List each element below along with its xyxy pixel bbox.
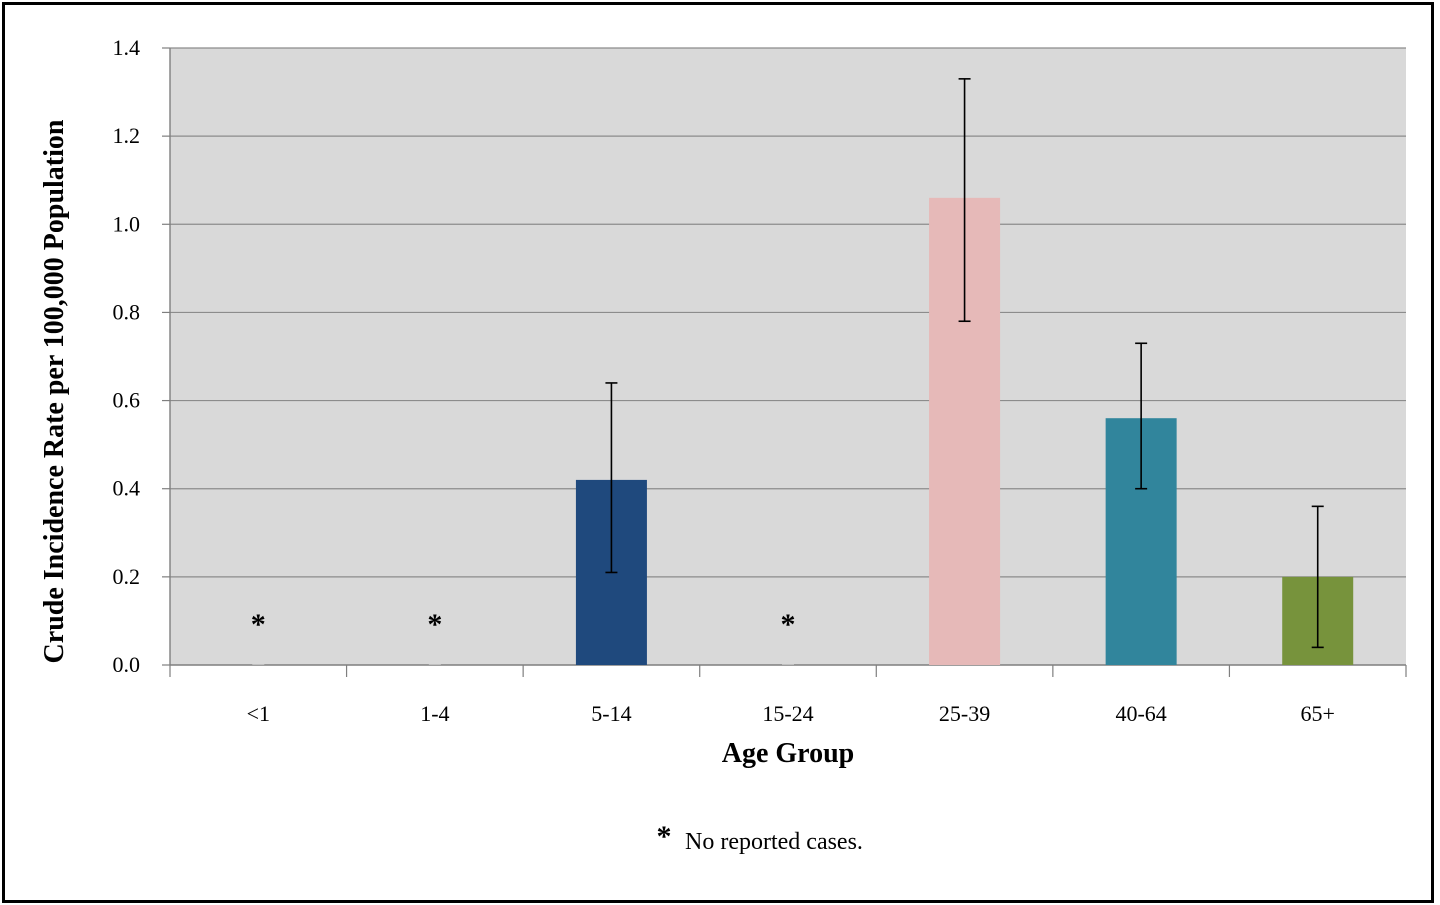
x-tick-label: 40-64 [1115, 701, 1166, 726]
x-tick-label: 1-4 [420, 701, 449, 726]
no-case-marker: * [427, 608, 442, 641]
y-tick-label: 0.0 [113, 652, 141, 677]
y-tick-label: 0.8 [113, 299, 141, 324]
x-tick-label: 25-39 [939, 701, 990, 726]
x-tick-label: 5-14 [591, 701, 631, 726]
y-axis-title: Crude Incidence Rate per 100,000 Populat… [39, 119, 70, 663]
no-case-marker: * [781, 608, 796, 641]
footnote-marker: * [657, 820, 672, 853]
plot-background [170, 48, 1406, 665]
footnote-text: No reported cases. [685, 829, 863, 855]
plot-area: 0.0 0.2 0.4 0.6 0.8 1.0 1.2 1.4 * <1 * 1-4 5-14 * 15-2… [113, 35, 1407, 726]
y-tick-label: 1.0 [113, 211, 141, 236]
y-tick-label: 0.4 [113, 476, 141, 501]
y-tick-label: 1.4 [113, 35, 141, 60]
x-axis-title: Age Group [722, 738, 855, 769]
x-tick-label: 65+ [1301, 701, 1335, 726]
x-tick-label: <1 [247, 701, 270, 726]
x-tick-label: 15-24 [762, 701, 813, 726]
y-tick-label: 1.2 [113, 123, 141, 148]
y-tick-label: 0.6 [113, 388, 141, 413]
y-tick-label: 0.2 [113, 564, 141, 589]
no-case-marker: * [251, 608, 266, 641]
